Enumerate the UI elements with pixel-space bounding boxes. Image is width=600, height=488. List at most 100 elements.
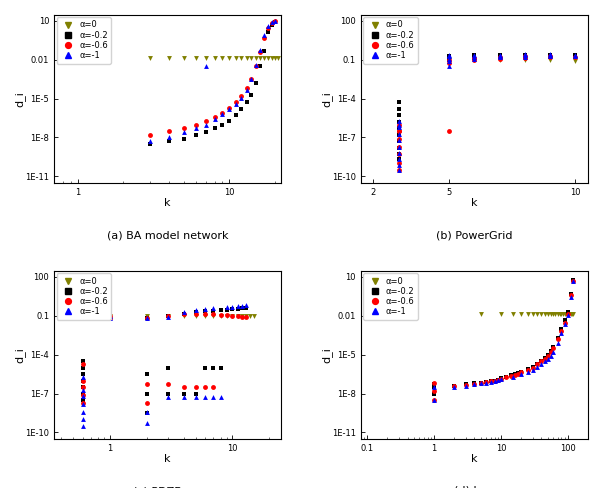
Point <box>540 354 550 362</box>
Point <box>267 54 277 62</box>
Point <box>238 305 247 312</box>
Point <box>394 156 403 163</box>
Point <box>249 312 259 320</box>
Point <box>233 312 242 320</box>
Point <box>520 51 530 59</box>
Point <box>481 379 491 386</box>
Point <box>164 313 173 321</box>
Point <box>510 371 520 379</box>
Point <box>430 381 439 388</box>
Point <box>445 56 454 63</box>
Point <box>481 378 491 386</box>
Point <box>394 127 403 135</box>
Point <box>216 311 226 319</box>
Point <box>105 312 115 320</box>
Point <box>495 53 505 61</box>
Point <box>259 47 269 55</box>
Point <box>461 381 471 388</box>
Point <box>490 377 499 385</box>
Point <box>224 104 234 112</box>
Point <box>164 312 173 320</box>
Point <box>543 355 553 363</box>
Point <box>520 56 530 63</box>
Point <box>142 312 152 320</box>
Point <box>179 310 188 318</box>
Point <box>78 391 88 399</box>
Point <box>528 310 538 318</box>
Point <box>105 312 115 320</box>
Point <box>263 28 273 36</box>
Point <box>224 105 234 113</box>
Point <box>394 112 403 120</box>
Point <box>259 54 269 62</box>
Point <box>224 117 234 124</box>
Point <box>394 149 403 157</box>
Point <box>245 312 255 320</box>
Point <box>233 305 242 313</box>
Point <box>470 54 479 62</box>
Point <box>251 54 261 62</box>
Point <box>263 22 273 30</box>
Point <box>493 376 503 384</box>
Point <box>571 52 580 60</box>
Point <box>210 124 220 132</box>
Point <box>227 305 237 313</box>
Point <box>251 62 261 70</box>
Point <box>394 150 403 158</box>
Point <box>533 360 542 367</box>
Point <box>557 310 566 318</box>
Point <box>78 373 88 381</box>
Point <box>210 54 220 62</box>
Point <box>142 370 152 378</box>
Point <box>490 377 499 385</box>
Point <box>508 373 518 381</box>
Point <box>142 314 152 322</box>
Point <box>517 367 526 375</box>
Point <box>536 358 546 366</box>
Point <box>164 127 173 135</box>
Point <box>78 384 88 391</box>
Point <box>568 277 578 285</box>
Point <box>543 310 553 318</box>
Point <box>394 166 403 174</box>
Point <box>256 62 265 70</box>
Point <box>470 380 479 388</box>
Point <box>242 302 251 309</box>
Point <box>145 131 155 139</box>
Point <box>247 54 256 62</box>
Point <box>560 320 569 327</box>
Point <box>495 56 505 63</box>
Point <box>536 357 546 365</box>
Point <box>548 345 558 352</box>
Point <box>555 310 565 318</box>
Point <box>218 110 227 118</box>
Point <box>256 46 265 54</box>
Point <box>545 53 555 61</box>
Y-axis label: d_i: d_i <box>321 347 332 363</box>
Point <box>523 366 532 373</box>
Point <box>520 54 530 61</box>
Point <box>105 314 115 322</box>
Point <box>394 127 403 135</box>
Point <box>209 364 218 371</box>
Point <box>259 34 269 41</box>
Point <box>495 52 505 60</box>
Point <box>200 384 210 391</box>
Point <box>263 24 273 32</box>
Point <box>164 54 173 62</box>
Point <box>256 54 265 62</box>
Point <box>78 396 88 404</box>
Point <box>559 310 568 318</box>
Point <box>142 381 152 388</box>
Point <box>523 365 532 373</box>
Point <box>222 304 232 311</box>
Point <box>164 312 173 320</box>
X-axis label: k: k <box>164 198 171 208</box>
Point <box>105 314 115 322</box>
Point <box>513 369 523 377</box>
Point <box>236 92 246 100</box>
Point <box>470 56 479 63</box>
Point <box>78 392 88 400</box>
Point <box>394 160 403 167</box>
Point <box>105 312 115 320</box>
